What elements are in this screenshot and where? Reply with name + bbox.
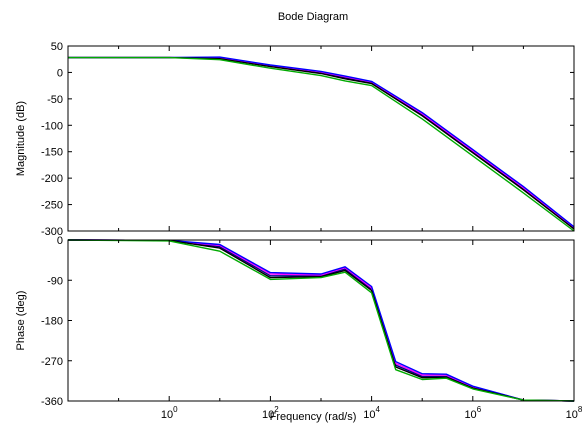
phase-panel: 0 -90 -180 -270 -360 Phase (deg) (15, 235, 575, 408)
phase-series-line-4 (67, 239, 575, 402)
phase-ticks-group: 0 -90 -180 -270 -360 (41, 235, 575, 408)
x-axis-label: Frequency (rad/s) (270, 411, 357, 423)
mag-plot-border (67, 45, 575, 232)
phase-y-tick-label: 0 (57, 235, 63, 247)
magnitude-panel: 50 0 -50 -100 -150 -200 -250 -300 Magnitude (dB… (15, 41, 575, 238)
phase-series-line-5 (67, 239, 575, 402)
phase-plot-border (67, 239, 575, 402)
x-tick-label: 102 (262, 405, 279, 421)
phase-plot-area (67, 239, 575, 402)
x-axis-ticks-group: 100 102 104 106 108 (161, 405, 583, 421)
phase-series-group (67, 239, 575, 402)
magnitude-y-tick-label: 0 (57, 67, 63, 79)
x-tick-label: 100 (161, 405, 178, 421)
x-tick-label: 106 (464, 405, 481, 421)
magnitude-y-tick-label: -150 (41, 147, 63, 159)
magnitude-y-tick-label: -200 (41, 173, 63, 185)
phase-y-tick-label: -180 (41, 316, 63, 328)
magnitude-y-tick-label: -250 (41, 200, 63, 212)
chart-title: Bode Diagram (278, 11, 348, 23)
magnitude-series-line-5 (68, 56, 575, 232)
x-tick-label: 108 (566, 405, 583, 421)
phase-y-tick-label: -360 (41, 396, 63, 408)
magnitude-y-tick-label: 50 (51, 41, 63, 53)
magnitude-plot-area (67, 45, 575, 232)
magnitude-y-tick-label: -100 (41, 120, 63, 132)
phase-y-tick-label: -270 (41, 356, 63, 368)
phase-y-axis-label: Phase (deg) (15, 291, 27, 351)
x-tick-label: 104 (363, 405, 380, 421)
magnitude-y-tick-label: -50 (47, 94, 63, 106)
magnitude-series-group (68, 56, 575, 232)
phase-series-line-3 (67, 239, 575, 402)
magnitude-series-line-3 (68, 56, 575, 228)
magnitude-y-axis-label: Magnitude (dB) (15, 101, 27, 176)
phase-y-tick-label: -90 (47, 275, 63, 287)
magnitude-y-tick-label: -300 (41, 226, 63, 238)
